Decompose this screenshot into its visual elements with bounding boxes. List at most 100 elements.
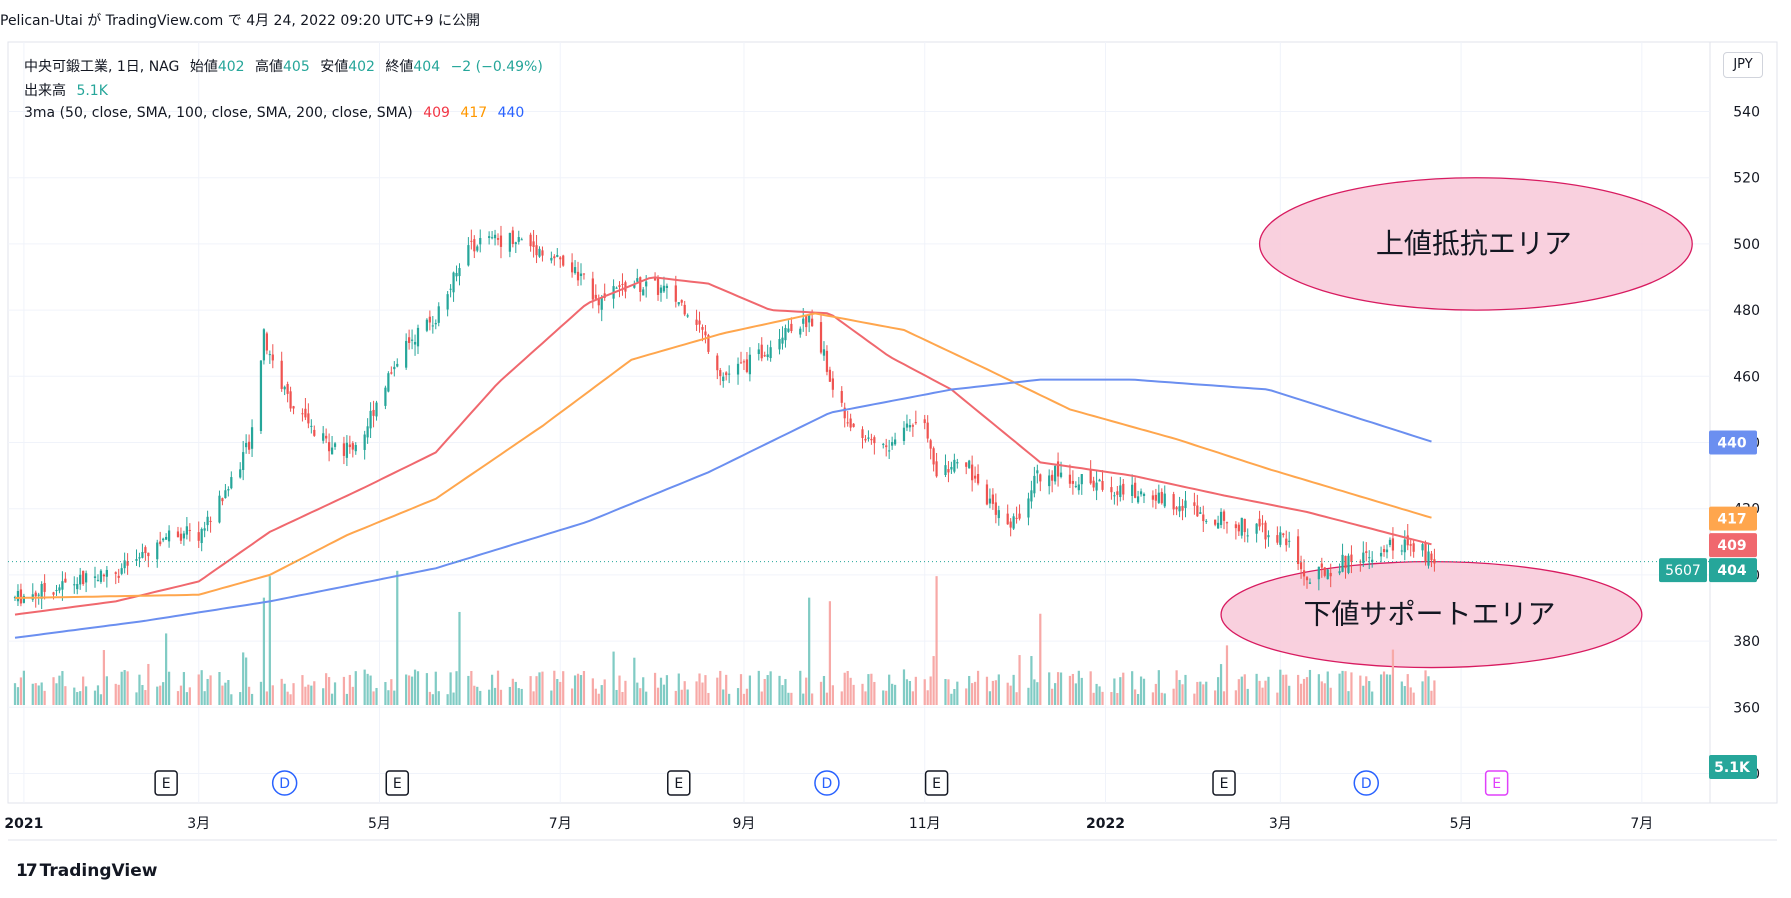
volume-bar — [944, 679, 947, 705]
volume-bar — [280, 678, 283, 705]
candle-body — [1237, 524, 1240, 532]
volume-bar — [725, 674, 728, 705]
candle-body — [1382, 549, 1386, 553]
volume-bar — [716, 677, 719, 705]
candle-body — [532, 241, 535, 247]
price-axis-label-bg — [1709, 558, 1757, 583]
candle-body — [1347, 555, 1350, 573]
volume-bar — [1116, 693, 1119, 705]
volume-bar — [470, 670, 473, 705]
candle-body — [716, 355, 719, 371]
candle-body — [1279, 532, 1282, 545]
earnings-event-icon — [1212, 770, 1236, 796]
candle-body — [659, 287, 663, 293]
volume-bar — [1202, 684, 1205, 705]
volume-bar — [345, 693, 348, 705]
candle-body — [1059, 472, 1063, 477]
candle-body — [719, 370, 722, 377]
candle-body — [1362, 552, 1365, 564]
candle-body — [200, 528, 203, 544]
currency-button[interactable]: JPY — [1723, 52, 1763, 78]
candle-body — [819, 322, 823, 353]
candle-body — [707, 335, 710, 352]
price-axis-label: 409 — [1717, 538, 1746, 554]
volume-bar — [757, 670, 760, 705]
volume-bar — [994, 680, 997, 705]
volume-bar — [1074, 683, 1077, 705]
volume-bar — [1302, 678, 1306, 705]
volume-bar — [1193, 693, 1196, 705]
candle-body — [1142, 493, 1146, 497]
volume-bar — [1030, 656, 1033, 705]
volume-bar — [135, 692, 138, 705]
candle-body — [1036, 470, 1039, 474]
candle-body — [375, 402, 378, 417]
volume-bar — [55, 683, 58, 705]
volume-bar — [971, 683, 974, 705]
earnings-event-letter: E — [932, 776, 941, 792]
candle-body — [82, 570, 85, 585]
candle-body — [582, 273, 586, 275]
volume-bar — [159, 685, 162, 705]
earnings-event-letter: E — [393, 776, 402, 792]
volume-bar — [1308, 669, 1312, 705]
legend-high-label: 高値 — [255, 59, 284, 75]
volume-bar — [250, 693, 254, 705]
volume-bar — [882, 690, 885, 705]
candle-body — [1261, 523, 1264, 525]
volume-bar — [683, 681, 686, 705]
candle-body — [600, 297, 603, 310]
candle-body — [73, 584, 76, 586]
volume-bar — [965, 688, 968, 705]
candle-body — [805, 315, 808, 328]
volume-bar — [1113, 678, 1116, 705]
candle-body — [1403, 539, 1406, 553]
volume-bar — [870, 673, 873, 705]
volume-bar — [1305, 677, 1309, 705]
volume-bar — [1184, 674, 1187, 705]
candle-body — [366, 426, 369, 438]
volume-bar — [535, 676, 538, 705]
volume-bar — [40, 682, 43, 705]
candle-body — [1015, 517, 1018, 519]
volume-bar — [271, 685, 274, 705]
candle-body — [769, 347, 772, 359]
candle-body — [843, 407, 846, 419]
earnings-event-letter: E — [1492, 776, 1501, 792]
candle-body — [576, 271, 580, 281]
candle-body — [182, 533, 186, 539]
volume-bar — [185, 692, 188, 705]
candle-body — [665, 285, 669, 288]
candle-body — [1288, 540, 1291, 542]
price-axis-label-bg — [1709, 430, 1757, 455]
volume-bar — [722, 689, 725, 705]
volume-bar — [304, 686, 307, 705]
candle-body — [950, 466, 953, 470]
volume-bar — [1338, 673, 1341, 705]
volume-axis-label-bg — [1709, 755, 1757, 779]
y-tick-label: 460 — [1733, 369, 1760, 385]
candle-body — [159, 541, 162, 545]
volume-bar — [1222, 691, 1226, 705]
candle-body — [1282, 533, 1285, 535]
candle-body — [325, 435, 328, 439]
volume-bar — [1018, 655, 1021, 705]
candle-body — [514, 242, 517, 245]
volume-bar — [428, 691, 431, 705]
candle-body — [725, 372, 728, 376]
volume-bar — [1054, 683, 1057, 705]
candle-body — [1326, 569, 1329, 580]
volume-bar — [914, 676, 917, 705]
volume-bar — [1205, 681, 1208, 705]
candle-body — [1421, 544, 1424, 551]
volume-bar — [351, 686, 354, 705]
volume-bar — [719, 670, 722, 705]
volume-bar — [1160, 692, 1163, 705]
volume-bar — [117, 684, 120, 705]
candle-body — [778, 339, 781, 350]
legend-ma-label: 3ma (50, close, SMA, 100, close, SMA, 20… — [24, 105, 413, 121]
volume-bar — [1243, 674, 1246, 705]
volume-bar — [538, 672, 541, 705]
